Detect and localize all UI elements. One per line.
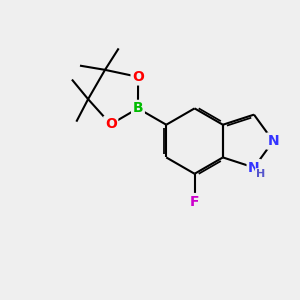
Text: H: H xyxy=(256,169,265,179)
Text: F: F xyxy=(190,195,199,208)
Text: N: N xyxy=(267,134,279,148)
Text: N: N xyxy=(248,160,260,175)
Text: O: O xyxy=(132,70,144,84)
Text: B: B xyxy=(133,101,143,116)
Text: O: O xyxy=(105,117,117,131)
